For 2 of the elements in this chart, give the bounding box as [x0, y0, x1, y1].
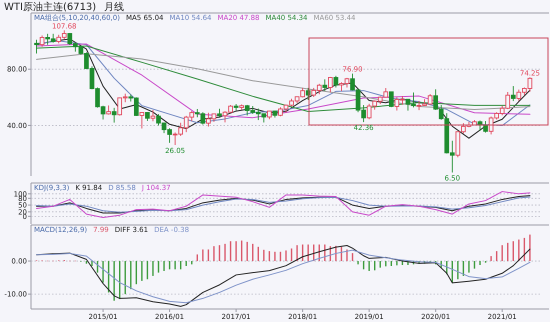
- chart-title: WTI原油主连(6713): [4, 1, 96, 13]
- chart-subtitle: 月线: [104, 1, 124, 13]
